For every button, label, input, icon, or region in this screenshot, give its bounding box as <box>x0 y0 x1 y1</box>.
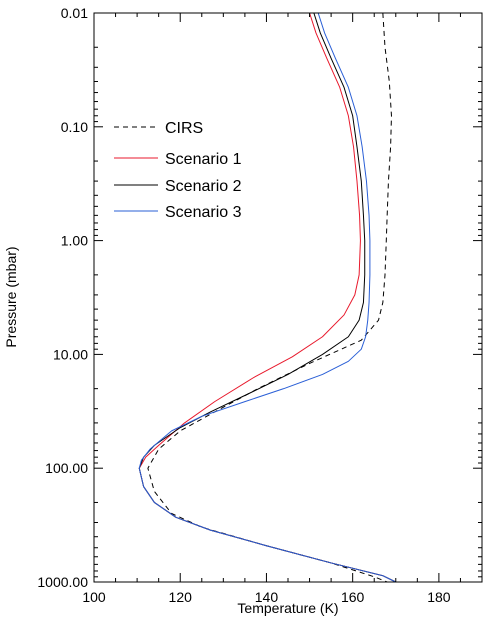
y-tick-label: 1000.00 <box>37 574 88 590</box>
legend: CIRS Scenario 1 Scenario 2 Scenario 3 <box>114 120 242 221</box>
series-line-scenario-2 <box>138 12 396 583</box>
x-tick-label: 160 <box>341 589 365 605</box>
plot-frame <box>93 12 483 583</box>
legend-label-scenario-2: Scenario 2 <box>165 178 242 195</box>
y-tick-label: 0.01 <box>61 5 88 21</box>
legend-label-scenario-1: Scenario 1 <box>165 151 242 168</box>
y-tick-label: 10.00 <box>53 346 88 362</box>
series-line-scenario-3 <box>138 12 396 583</box>
legend-label-cirs: CIRS <box>165 120 203 137</box>
x-axis-title: Temperature (K) <box>237 600 338 616</box>
x-tick-label: 100 <box>82 589 106 605</box>
x-tick-label: 180 <box>427 589 451 605</box>
ticks-layer: 100 120 140 160 180 0.01 0.10 1.00 10.00 100.00 10… <box>37 5 483 605</box>
y-axis-title: Pressure (mbar) <box>3 246 19 347</box>
series-line-cirs <box>147 12 392 583</box>
y-tick-label: 0.10 <box>61 119 88 135</box>
y-tick-label: 100.00 <box>45 460 88 476</box>
x-tick-label: 120 <box>169 589 193 605</box>
series-layer <box>138 12 396 583</box>
legend-label-scenario-3: Scenario 3 <box>165 204 242 221</box>
series-line-scenario-1 <box>138 12 396 583</box>
x-tick-label: 140 <box>255 589 279 605</box>
y-tick-label: 1.00 <box>61 233 88 249</box>
